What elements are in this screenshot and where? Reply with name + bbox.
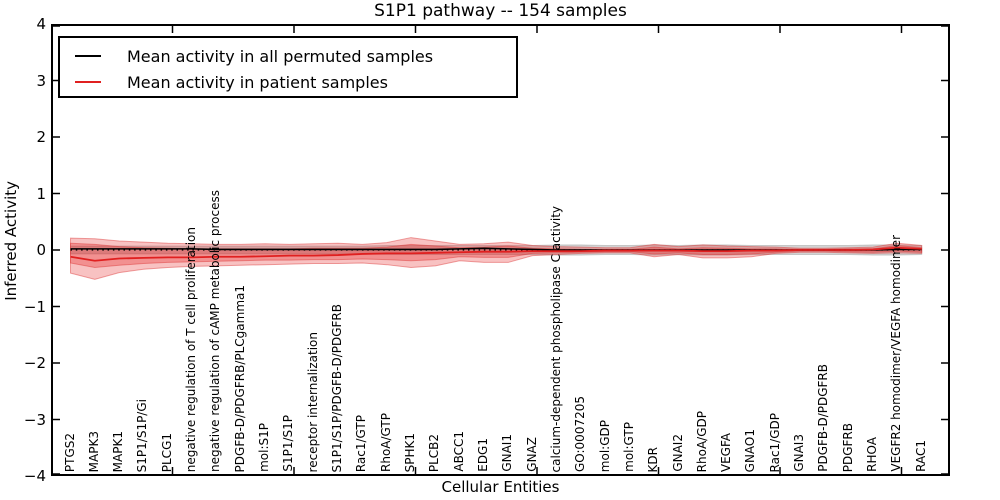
x-category-label: S1P1/S1P xyxy=(281,415,296,472)
band-permuted-samples-range xyxy=(70,244,923,256)
series-line-1 xyxy=(70,246,922,262)
y-tick-label: 1 xyxy=(36,184,46,203)
x-category-label: GNAI2 xyxy=(670,434,685,472)
legend: Mean activity in all permuted samples Me… xyxy=(58,36,518,98)
x-category-label: mol:GTP xyxy=(621,422,636,472)
x-category-label: VEGFR2 homodimer/VEGFA homodimer xyxy=(889,235,904,472)
x-category-label: receptor internalization xyxy=(305,331,320,472)
x-category-label: negative regulation of cAMP metabolic pr… xyxy=(208,190,223,472)
band-patient-samples-outer-range xyxy=(70,237,923,280)
plot-area: PTGS2 MAPK3 MAPK1 S1P1/S1P/Gi PLCG1 negative … xyxy=(51,24,950,476)
x-category-label: Rac1/GDP xyxy=(767,412,782,472)
x-category-label: PLCB2 xyxy=(427,433,442,472)
chart-title: S1P1 pathway -- 154 samples xyxy=(374,1,627,21)
y-tick-label: −4 xyxy=(23,467,46,485)
legend-line-red-icon xyxy=(75,81,101,83)
x-category-label: KDR xyxy=(646,446,661,472)
x-category-label: RHOA xyxy=(865,437,880,472)
chart-canvas xyxy=(51,24,950,476)
y-tick-label: −3 xyxy=(23,410,46,429)
x-category-label: ABCC1 xyxy=(451,431,466,472)
x-category-label: GNAI1 xyxy=(500,434,515,472)
legend-item-patient: Mean activity in patient samples xyxy=(75,69,516,95)
x-category-label: PDGFB-D/PDGFRB/PLCgamma1 xyxy=(232,284,247,472)
x-category-label: MAPK1 xyxy=(111,430,126,472)
x-category-label: mol:GDP xyxy=(597,419,612,472)
x-category-label: PTGS2 xyxy=(62,432,77,472)
x-category-label: GNAZ xyxy=(524,437,539,472)
x-category-label: RhoA/GTP xyxy=(378,413,393,472)
y-tick-label: 4 xyxy=(36,15,46,33)
x-category-label: RhoA/GDP xyxy=(694,410,709,472)
x-category-label: S1P1/S1P/PDGFB-D/PDGFRB xyxy=(330,303,345,472)
x-category-label: negative regulation of T cell proliferat… xyxy=(184,226,199,472)
legend-label-patient: Mean activity in patient samples xyxy=(127,72,388,92)
x-category-label: GO:0007205 xyxy=(573,395,588,472)
x-category-label: Rac1/GTP xyxy=(354,414,369,472)
x-category-label: PLCG1 xyxy=(159,432,174,472)
y-tick-label: −1 xyxy=(23,297,46,316)
legend-label-permuted: Mean activity in all permuted samples xyxy=(127,46,434,66)
x-category-label: PDGFB-D/PDGFRB xyxy=(816,364,831,472)
x-category-label: mol:S1P xyxy=(257,423,272,472)
x-category-label: S1P1/S1P/Gi xyxy=(135,398,150,472)
axes-spines xyxy=(51,24,950,476)
y-tick-label: −2 xyxy=(23,354,46,372)
x-category-label: MAPK3 xyxy=(86,430,101,472)
legend-item-permuted: Mean activity in all permuted samples xyxy=(75,43,516,69)
x-category-label: EDG1 xyxy=(475,438,490,472)
x-axis-label: Cellular Entities xyxy=(441,478,560,496)
y-tick-label: 0 xyxy=(36,241,46,259)
y-tick-label: 3 xyxy=(36,71,46,90)
x-category-label: GNAI3 xyxy=(792,434,807,472)
x-category-label: SPHK1 xyxy=(402,432,417,472)
x-category-label: PDGFRB xyxy=(840,422,855,472)
y-tick-label: 2 xyxy=(36,128,46,146)
x-category-label: VEGFA xyxy=(719,432,734,472)
x-category-label: RAC1 xyxy=(913,440,928,472)
x-category-label: calcium-dependent phospholipase C activi… xyxy=(548,205,563,472)
x-category-label: GNAO1 xyxy=(743,428,758,472)
legend-line-black-icon xyxy=(75,55,101,57)
